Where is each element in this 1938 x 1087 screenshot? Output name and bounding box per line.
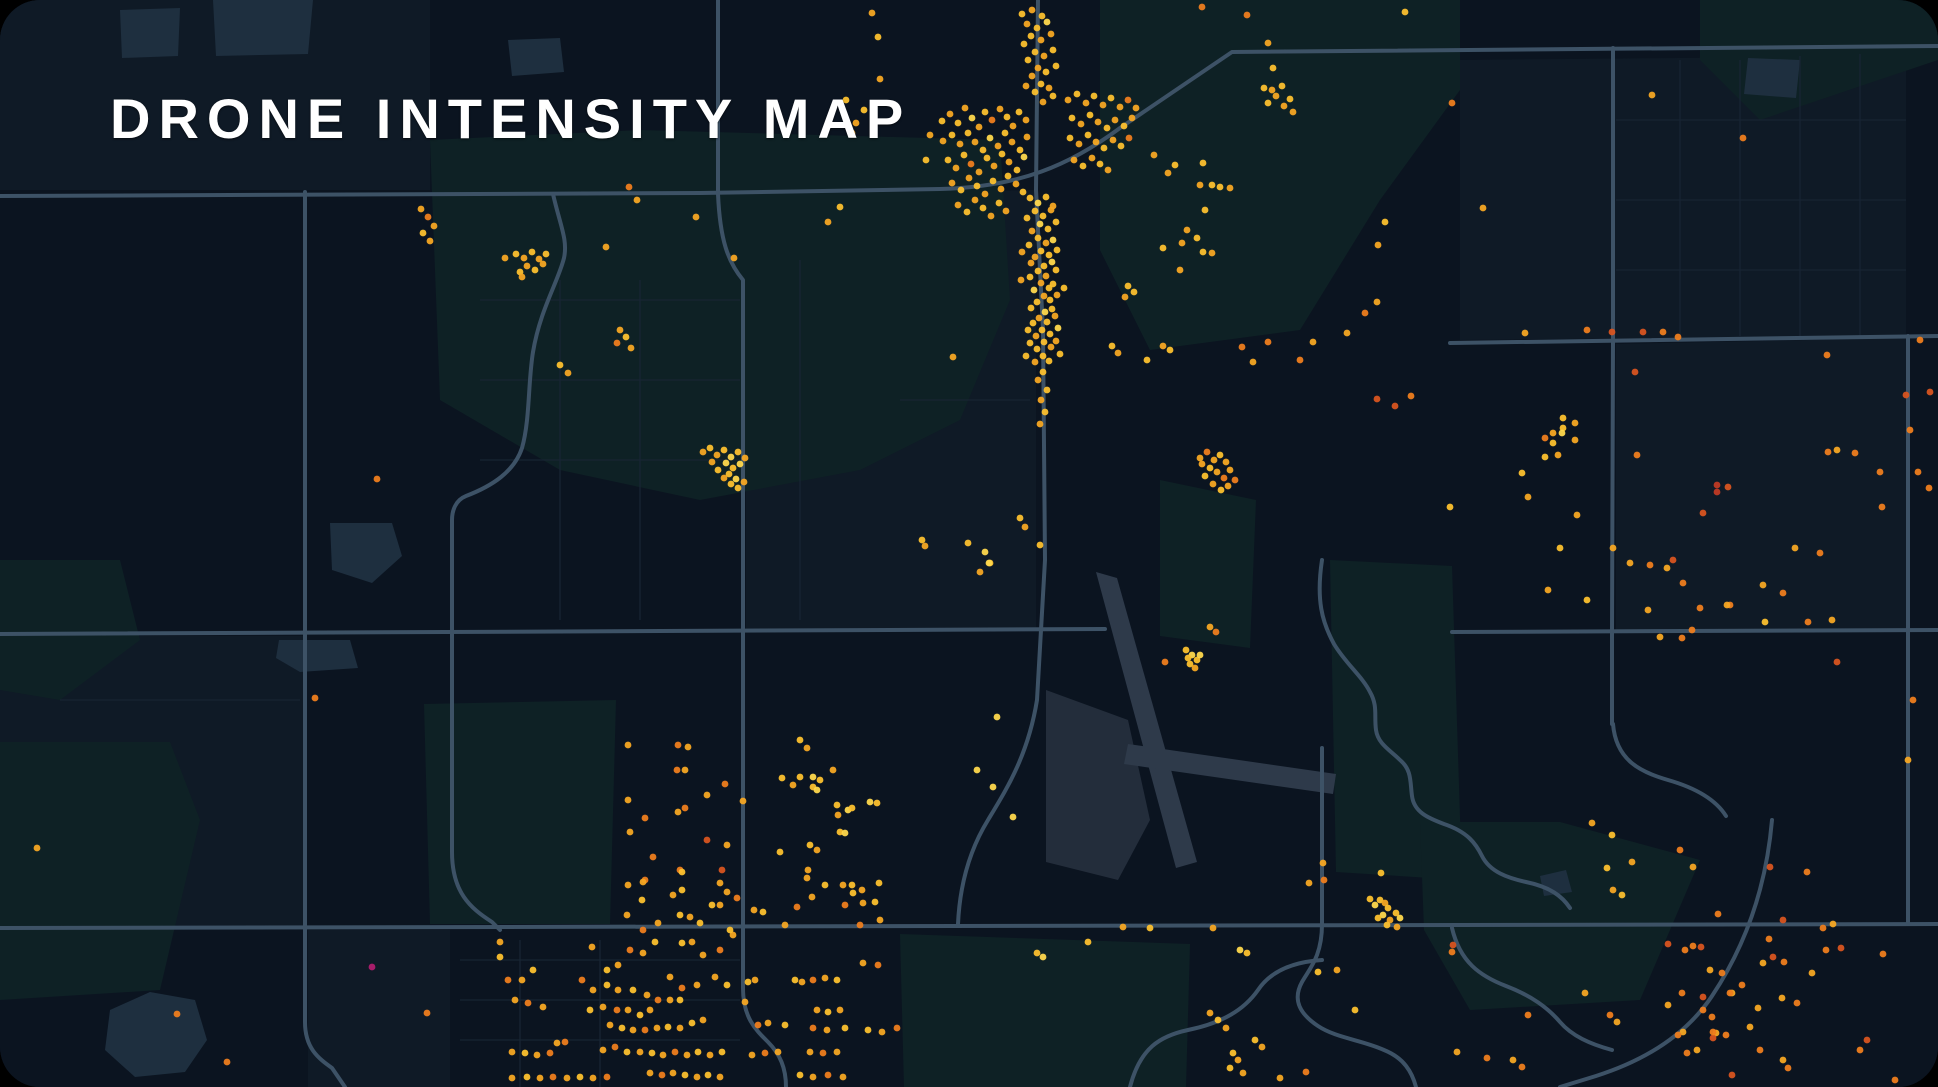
road-horizontal-mid-west bbox=[0, 627, 1107, 636]
road-horizontal-east bbox=[1448, 334, 1938, 345]
minor-roads-layer bbox=[60, 54, 1906, 1087]
road-curve-southeast bbox=[1558, 818, 1774, 1087]
intensity-dots bbox=[33, 3, 1934, 1084]
road-vertical-west bbox=[303, 190, 347, 1087]
road-vertical-cluster bbox=[956, 0, 1047, 926]
road-winding-westcenter bbox=[450, 192, 568, 632]
runway-crosswind bbox=[1124, 744, 1336, 794]
water-layer bbox=[105, 0, 1800, 1077]
road-horizontal-north bbox=[0, 44, 1938, 198]
airport-layer bbox=[1046, 572, 1336, 880]
road-vertical-east bbox=[1610, 46, 1615, 726]
runway-diagonal bbox=[1096, 572, 1197, 868]
road-horizontal-south bbox=[0, 922, 1938, 930]
road-vertical-center bbox=[716, 0, 788, 1087]
map-title: DRONE INTENSITY MAP bbox=[110, 87, 912, 150]
river-northeast bbox=[1317, 558, 1572, 910]
